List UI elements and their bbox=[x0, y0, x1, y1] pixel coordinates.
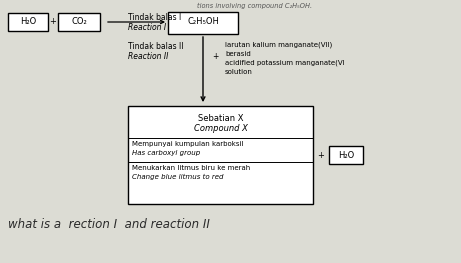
Text: larutan kalium manganate(VII): larutan kalium manganate(VII) bbox=[225, 42, 332, 48]
Text: Menukarkan litmus biru ke merah: Menukarkan litmus biru ke merah bbox=[132, 165, 250, 171]
FancyBboxPatch shape bbox=[329, 146, 363, 164]
Text: Reaction II: Reaction II bbox=[128, 52, 168, 61]
Text: solution: solution bbox=[225, 69, 253, 75]
Text: acidified potassium manganate(VI: acidified potassium manganate(VI bbox=[225, 60, 345, 67]
Text: H₂O: H₂O bbox=[338, 150, 354, 159]
Text: +: + bbox=[50, 18, 56, 27]
Text: Tindak balas II: Tindak balas II bbox=[128, 42, 183, 51]
Text: Tindak balas I: Tindak balas I bbox=[128, 13, 181, 22]
Text: what is a  rection I  and reaction II: what is a rection I and reaction II bbox=[8, 218, 210, 231]
FancyBboxPatch shape bbox=[8, 13, 48, 31]
Text: C₂H₅OH: C₂H₅OH bbox=[187, 18, 219, 27]
Text: H₂O: H₂O bbox=[20, 18, 36, 27]
Text: berasid: berasid bbox=[225, 51, 251, 57]
FancyBboxPatch shape bbox=[58, 13, 100, 31]
Text: Reaction I: Reaction I bbox=[128, 23, 166, 32]
Text: Change blue litmus to red: Change blue litmus to red bbox=[132, 174, 224, 180]
Text: Compound X: Compound X bbox=[194, 124, 248, 133]
Text: Sebatian X: Sebatian X bbox=[198, 114, 243, 123]
FancyBboxPatch shape bbox=[128, 106, 313, 204]
Text: +: + bbox=[318, 150, 325, 159]
FancyBboxPatch shape bbox=[168, 12, 238, 34]
Text: Has carboxyl group: Has carboxyl group bbox=[132, 150, 200, 156]
Text: CO₂: CO₂ bbox=[71, 18, 87, 27]
Text: Mempunyai kumpulan karboksil: Mempunyai kumpulan karboksil bbox=[132, 141, 243, 147]
Text: tions involving compound C₂H₅OH.: tions involving compound C₂H₅OH. bbox=[197, 3, 313, 9]
Text: +: + bbox=[212, 52, 218, 61]
